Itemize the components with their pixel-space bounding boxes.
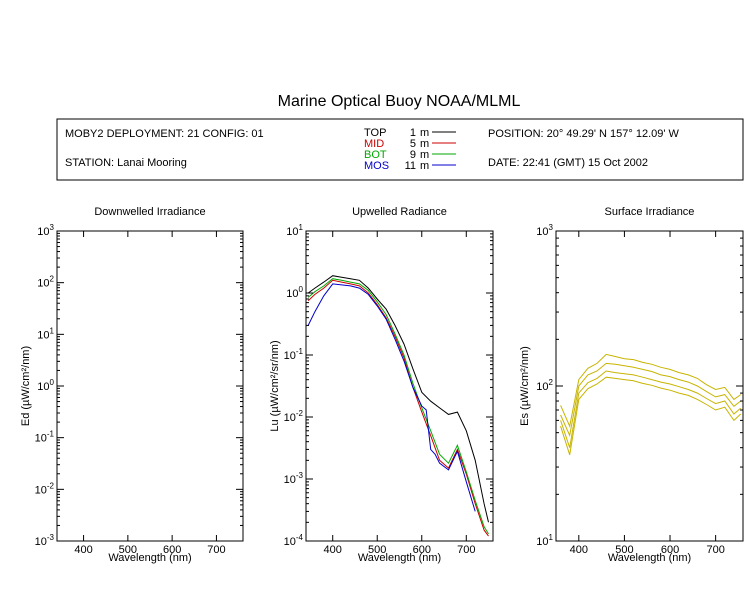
y-axis-label: Lu (µW/cm²/sr/nm): [269, 340, 281, 431]
date-text: DATE: 22:41 (GMT) 15 Oct 2002: [488, 157, 648, 169]
x-tick-label: 700: [706, 544, 724, 556]
y-tick-label: 101: [286, 223, 303, 238]
x-tick-label: 400: [324, 544, 342, 556]
y-axis-label: Es (µW/cm²/nm): [519, 346, 531, 426]
plot-frame: [305, 230, 494, 542]
panels: Downwelled Irradiance 400 500 600 700 Wavelen…: [20, 206, 744, 564]
station-text: STATION: Lanai Mooring: [65, 157, 187, 169]
legend-item-mid: MID 5 m: [364, 138, 456, 150]
y-tick-label: 101: [37, 326, 54, 341]
legend-unit: m: [420, 160, 429, 172]
plot-frame: [56, 230, 244, 542]
y-tick-label: 10-3: [284, 471, 304, 486]
info-box: MOBY2 DEPLOYMENT: 21 CONFIG: 01 STATION:…: [56, 118, 744, 181]
y-tick-label: 102: [37, 275, 54, 290]
x-tick-label: 500: [119, 544, 137, 556]
x-tick-label: 700: [457, 544, 475, 556]
y-axis-label: Ed (µW/cm²/nm): [20, 346, 32, 426]
legend-depth: 1: [410, 127, 416, 139]
series-group: [307, 275, 489, 537]
y-tick-label: 10-2: [284, 409, 304, 424]
panel-title: Upwelled Radiance: [352, 206, 447, 218]
y-tick-label: 10-4: [284, 533, 304, 548]
legend-name: TOP: [364, 127, 386, 139]
x-axis-label: Wavelength (nm): [108, 552, 191, 564]
legend-item-top: TOP 1 m: [364, 127, 456, 139]
series-line-2: [560, 362, 742, 438]
x-axis-label: Wavelength (nm): [608, 552, 691, 564]
legend-depth: 11: [405, 160, 416, 172]
legend-name: MOS: [364, 160, 389, 172]
legend-item-bot: BOT 9 m: [364, 149, 456, 161]
series-line-3: [307, 278, 489, 535]
x-tick-label: 500: [615, 544, 633, 556]
position-text: POSITION: 20° 49.29' N 157° 12.09' W: [488, 128, 680, 140]
panel-title: Surface Irradiance: [605, 206, 695, 218]
x-tick-label: 600: [163, 544, 181, 556]
series-line-4: [307, 283, 476, 512]
series-group: [560, 353, 742, 455]
y-tick-label: 10-1: [35, 430, 55, 445]
x-tick-label: 400: [74, 544, 92, 556]
panel-downwelled-irradiance: Downwelled Irradiance 400 500 600 700 Wavelen…: [20, 206, 244, 564]
series-line-4: [560, 376, 742, 455]
x-tick-label: 600: [661, 544, 679, 556]
legend-depth: 9: [410, 149, 416, 161]
series-line-2: [307, 279, 489, 537]
y-tick-label: 100: [286, 285, 303, 300]
panel-upwelled-radiance: Upwelled Radiance 400 500 600 700 Wavelength …: [269, 206, 494, 564]
y-tick-label: 10-2: [35, 481, 55, 496]
x-tick-label: 700: [207, 544, 225, 556]
panel-title: Downwelled Irradiance: [94, 206, 205, 218]
legend-name: MID: [364, 138, 384, 150]
x-tick-label: 500: [368, 544, 386, 556]
y-tick-label: 101: [536, 533, 553, 548]
plot-frame: [555, 230, 744, 542]
y-tick-label: 102: [536, 378, 553, 393]
legend-depth: 5: [410, 138, 416, 150]
x-tick-label: 600: [413, 544, 431, 556]
panel-surface-irradiance: Surface Irradiance 400 500 600 700 Wavelength…: [519, 206, 744, 564]
y-tick-label: 103: [536, 223, 553, 238]
legend-unit: m: [420, 127, 429, 139]
series-line-3: [560, 370, 742, 448]
legend-item-mos: MOS 11 m: [364, 160, 456, 172]
legend-unit: m: [420, 149, 429, 161]
x-axis-label: Wavelength (nm): [358, 552, 441, 564]
x-tick-label: 400: [570, 544, 588, 556]
y-tick-label: 10-1: [284, 347, 304, 362]
y-tick-label: 103: [37, 223, 54, 238]
y-tick-label: 10-3: [35, 533, 55, 548]
series-line-1: [560, 353, 741, 428]
chart-title: Marine Optical Buoy NOAA/MLML: [278, 93, 521, 110]
legend-name: BOT: [364, 149, 387, 161]
deployment-text: MOBY2 DEPLOYMENT: 21 CONFIG: 01: [65, 128, 264, 140]
legend-unit: m: [420, 138, 429, 150]
y-tick-label: 100: [37, 378, 54, 393]
series-line-1: [307, 275, 489, 523]
